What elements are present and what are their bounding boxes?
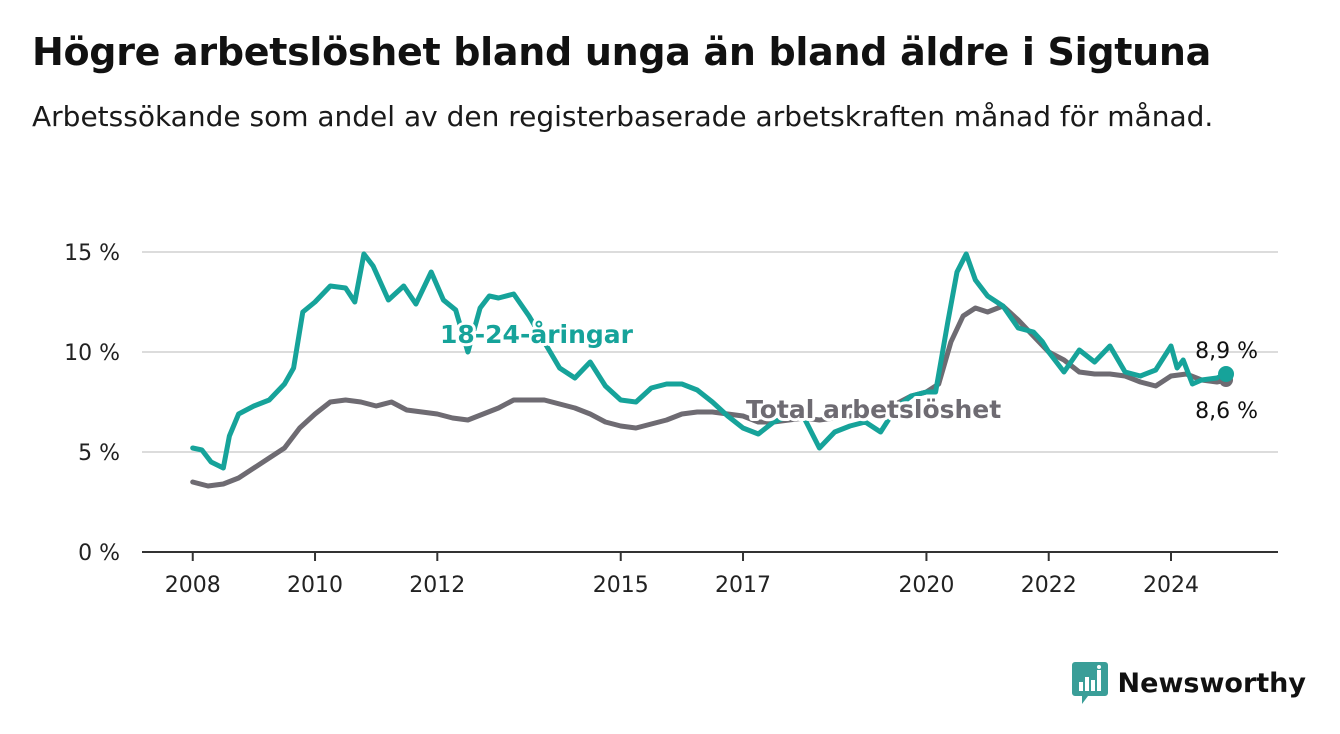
y-tick-label: 15 % [64, 241, 120, 266]
y-axis-ticks: 0 % 5 % 10 % 15 % [64, 241, 120, 566]
end-value-young: 8,9 % [1195, 339, 1258, 364]
x-tick-label: 2010 [287, 573, 343, 598]
chart-subtitle: Arbetssökande som andel av den registerb… [32, 100, 1214, 133]
y-tick-label: 0 % [78, 541, 120, 566]
series-line-total [190, 303, 1229, 489]
grid-lines [142, 251, 1278, 453]
x-axis-ticks: 2008 2010 2012 2015 2017 2020 2022 2024 [165, 552, 1199, 598]
y-tick-label: 5 % [78, 441, 120, 466]
series-label-young: 18-24-åringar [440, 320, 634, 349]
brand-name: Newsworthy [1117, 667, 1306, 699]
x-tick-label: 2012 [409, 573, 465, 598]
chart-title: Högre arbetslöshet bland unga än bland ä… [32, 30, 1211, 74]
x-tick-label: 2008 [165, 573, 221, 598]
x-tick-label: 2017 [715, 573, 771, 598]
brand-logo: Newsworthy [1071, 662, 1306, 704]
y-tick-label: 10 % [64, 341, 120, 366]
x-tick-label: 2022 [1021, 573, 1077, 598]
x-tick-label: 2020 [898, 573, 954, 598]
bar-chart-bubble-icon [1071, 662, 1108, 704]
end-value-total: 8,6 % [1195, 399, 1258, 424]
series-label-total: Total arbetslöshet [746, 395, 1001, 424]
series-labels: 18-24-åringar Total arbetslöshet 8,9 % 8… [437, 317, 1258, 427]
end-marker-young [1218, 366, 1235, 382]
series-line-young [190, 251, 1229, 471]
x-tick-label: 2015 [593, 573, 649, 598]
series-lines [190, 251, 1235, 489]
x-tick-label: 2024 [1143, 573, 1199, 598]
